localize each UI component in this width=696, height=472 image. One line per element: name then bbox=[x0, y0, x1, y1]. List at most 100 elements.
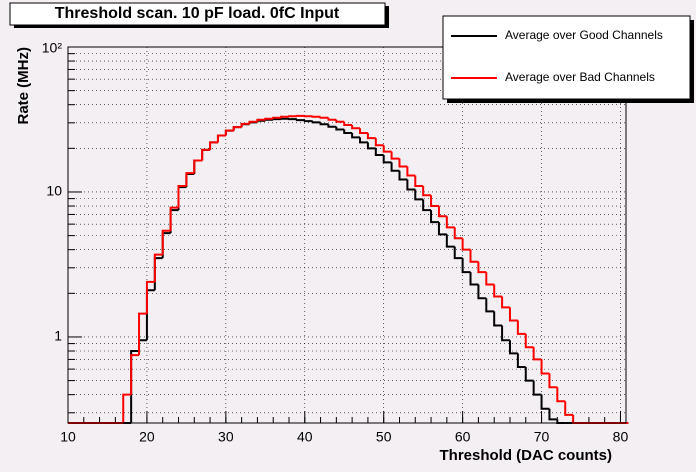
x-tick-label: 20 bbox=[139, 429, 155, 445]
histogram-bin bbox=[201, 148, 211, 161]
histogram-bin bbox=[311, 115, 321, 118]
histogram-bin bbox=[493, 284, 503, 298]
histogram-bin bbox=[232, 126, 242, 131]
histogram-bin bbox=[564, 401, 574, 416]
histogram-bin bbox=[374, 148, 384, 156]
legend-label: Average over Bad Channels bbox=[505, 70, 655, 84]
histogram-bin bbox=[153, 253, 163, 282]
histogram-bin bbox=[138, 312, 147, 356]
title-box bbox=[9, 2, 386, 26]
histogram-bin bbox=[398, 170, 408, 181]
histogram-bin bbox=[240, 122, 250, 128]
histogram-bin bbox=[161, 229, 171, 255]
histogram-bin bbox=[264, 117, 274, 120]
histogram-bin bbox=[145, 280, 155, 314]
histogram-bin bbox=[485, 298, 495, 313]
histogram-bin bbox=[343, 129, 353, 135]
histogram-bin bbox=[319, 122, 329, 126]
histogram-bin bbox=[532, 347, 542, 361]
y-tick-label: 10² bbox=[42, 40, 63, 56]
x-tick-label: 60 bbox=[455, 429, 471, 445]
histogram-bin bbox=[343, 121, 353, 126]
histogram-bin bbox=[422, 185, 432, 197]
histogram-bin bbox=[390, 151, 400, 160]
x-tick-label: 30 bbox=[218, 429, 234, 445]
histogram-bin bbox=[351, 133, 361, 139]
histogram-bin bbox=[493, 311, 503, 327]
histogram-bin bbox=[319, 116, 329, 119]
histogram-bin bbox=[430, 195, 439, 208]
histogram-bin bbox=[453, 246, 463, 260]
histogram-bin bbox=[248, 120, 258, 124]
histogram-bin bbox=[524, 333, 534, 349]
histogram-bin bbox=[414, 175, 424, 187]
legend-label: Average over Good Channels bbox=[505, 28, 663, 42]
histogram-bin bbox=[430, 210, 439, 224]
histogram-bin bbox=[130, 350, 140, 423]
y-tick-label: 1 bbox=[54, 328, 62, 344]
histogram-bin bbox=[461, 238, 471, 251]
histogram-bin bbox=[406, 166, 416, 177]
histogram-bin bbox=[406, 179, 416, 191]
histogram-bin bbox=[359, 128, 368, 135]
histogram-bin bbox=[540, 359, 550, 375]
histogram-bin bbox=[366, 142, 376, 150]
histogram-bin bbox=[516, 320, 526, 335]
histogram-bin bbox=[382, 154, 392, 164]
histogram-bin bbox=[524, 367, 534, 382]
histogram-bin bbox=[351, 124, 361, 130]
histogram-bin bbox=[359, 137, 368, 144]
x-tick-label: 70 bbox=[534, 429, 550, 445]
legend-box bbox=[442, 15, 691, 100]
histogram-bin bbox=[264, 118, 274, 121]
histogram-bin bbox=[469, 249, 479, 263]
histogram-bin bbox=[224, 129, 234, 136]
histogram-bin bbox=[327, 117, 337, 121]
histogram-bin bbox=[414, 189, 424, 201]
y-axis-label: Rate (MHz) bbox=[15, 47, 32, 125]
chart-title: Threshold scan. 10 pF load. 0fC Input bbox=[55, 5, 340, 22]
histogram-bin bbox=[177, 184, 187, 208]
histogram-bin bbox=[540, 394, 550, 410]
x-axis-label: Threshold (DAC counts) bbox=[440, 447, 613, 464]
histogram-bin bbox=[445, 216, 455, 229]
histogram-bin bbox=[501, 296, 510, 309]
histogram-bin bbox=[501, 325, 510, 342]
x-tick-label: 40 bbox=[297, 429, 313, 445]
histogram-bin bbox=[374, 138, 384, 147]
histogram-bin bbox=[272, 116, 282, 119]
histogram-bin bbox=[130, 354, 140, 395]
histogram-bin bbox=[445, 234, 455, 248]
histogram-bin bbox=[335, 119, 345, 123]
histogram-bin bbox=[256, 118, 266, 122]
histogram-bin bbox=[477, 261, 487, 274]
histogram-bin bbox=[532, 380, 542, 396]
histogram-bin bbox=[437, 222, 447, 236]
histogram-bin bbox=[382, 145, 392, 153]
histogram-bin bbox=[461, 258, 471, 274]
histogram-bin bbox=[485, 272, 495, 286]
histogram-bin bbox=[193, 159, 203, 174]
histogram-bin bbox=[122, 393, 132, 423]
histogram-bin bbox=[556, 387, 566, 403]
histogram-bin bbox=[516, 353, 526, 369]
histogram-bin bbox=[548, 408, 558, 421]
x-tick-label: 50 bbox=[376, 429, 392, 445]
histogram-bin bbox=[508, 340, 518, 355]
histogram-bin bbox=[169, 206, 179, 231]
histogram-bin bbox=[453, 227, 463, 240]
histogram-bin bbox=[390, 162, 400, 172]
histogram-bin bbox=[287, 115, 297, 118]
histogram-bin bbox=[311, 121, 321, 124]
histogram-bin bbox=[216, 134, 226, 143]
histogram-bin bbox=[548, 373, 558, 389]
histogram-bin bbox=[398, 158, 408, 168]
x-tick-label: 10 bbox=[60, 429, 76, 445]
histogram-bin bbox=[303, 120, 313, 123]
plot-frame bbox=[67, 46, 627, 424]
histogram-bin bbox=[185, 172, 195, 186]
histogram-bin bbox=[477, 284, 487, 300]
y-tick-label: 10 bbox=[46, 183, 62, 199]
histogram-bin bbox=[508, 307, 518, 322]
